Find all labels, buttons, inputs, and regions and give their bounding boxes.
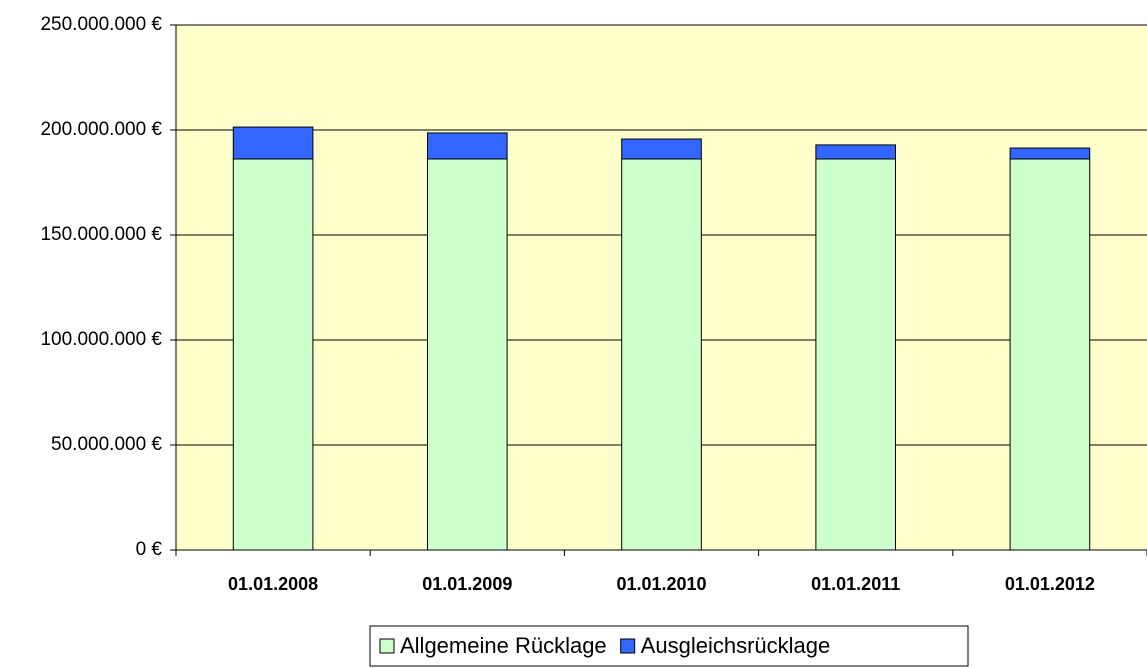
y-tick-label: 200.000.000 € [40, 119, 162, 140]
bar-segment [621, 138, 702, 160]
y-tick-label: 250.000.000 € [40, 14, 162, 35]
y-tick-label: 50.000.000 € [51, 434, 162, 455]
x-tick-label: 01.01.2012 [1005, 574, 1095, 594]
y-tick-label: 100.000.000 € [40, 329, 162, 350]
bar-segment [426, 132, 508, 160]
y-tick-label: 150.000.000 € [40, 224, 162, 245]
bar-segment [232, 158, 314, 551]
x-tick-label: 01.01.2010 [616, 574, 706, 594]
legend [369, 625, 969, 667]
legend-swatch [379, 638, 395, 654]
bar-segment [1009, 147, 1091, 160]
bar-segment [621, 158, 702, 551]
bar-segment [1009, 158, 1091, 551]
bar-segment [426, 158, 508, 551]
x-tick-label: 01.01.2011 [811, 574, 900, 594]
y-tick-label: 0 € [136, 539, 163, 560]
x-tick-label: 01.01.2009 [422, 574, 512, 594]
bar-segment [815, 158, 897, 551]
legend-label: Allgemeine Rücklage [400, 633, 607, 658]
bar-segment [232, 126, 314, 160]
bar-segment [815, 144, 897, 160]
legend-label: Ausgleichsrücklage [641, 633, 831, 658]
x-tick-label: 01.01.2008 [228, 574, 318, 594]
legend-swatch [620, 638, 636, 654]
